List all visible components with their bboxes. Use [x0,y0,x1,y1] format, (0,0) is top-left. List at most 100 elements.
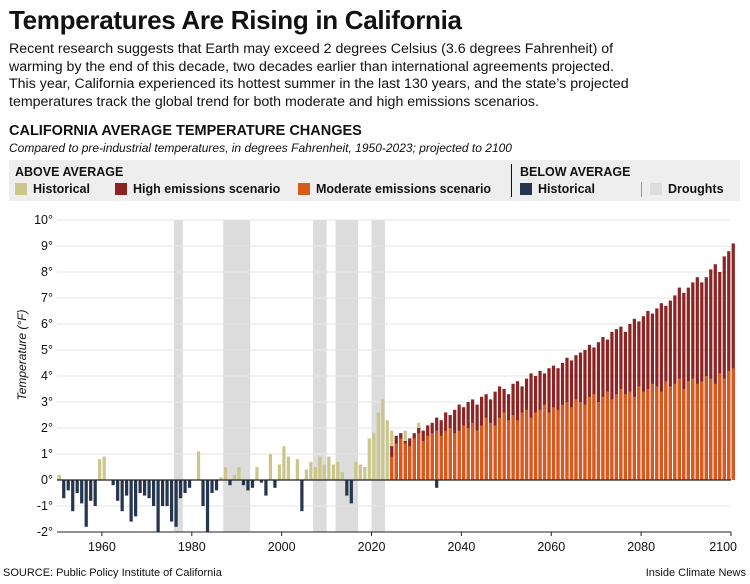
bar-historical-1994 [255,467,259,480]
bar-historical-2008 [318,456,322,480]
bar-moderate-2092 [695,383,699,480]
bar-high-2099 [727,251,731,480]
legend-divider-droughts [641,182,642,197]
bar-moderate-2033 [430,433,434,480]
bar-moderate-2031 [421,441,425,480]
bar-moderate-2086 [668,386,672,480]
legend-label-moderate-emissions: Moderate emissions scenario [316,182,492,196]
bar-high-2089 [682,292,686,480]
bar-historical-1954 [75,480,79,493]
bar-historical-1960 [102,456,106,480]
legend-item-historical-below: Historical [520,182,595,196]
bar-historical-1967 [134,480,138,517]
bar-historical-1957 [89,480,93,501]
bar-moderate-2026 [399,438,403,480]
bar-historical-2013 [340,472,344,480]
bar-historical-1981 [196,451,201,480]
bar-historical-2019 [367,438,371,480]
bar-moderate-2046 [488,422,493,480]
bar-historical-1965 [125,480,129,496]
bar-moderate-2042 [471,422,475,480]
bar-historical-1958 [93,480,97,506]
bar-historical-1987 [223,467,228,480]
bar-historical-1997 [268,454,273,480]
bar-historical-1979 [187,480,192,488]
bar-moderate-2098 [722,378,726,480]
legend-label-historical-above: Historical [33,182,90,196]
bar-moderate-2043 [475,430,479,480]
bar-historical-2011 [331,464,335,480]
bar-historical-1985 [214,480,219,491]
bar-moderate-2047 [493,425,497,480]
bar-moderate-2029 [412,438,416,480]
bar-historical-2009 [322,464,326,480]
bar-moderate-2032 [426,435,430,480]
bar-historical-1963 [116,480,120,501]
bar-moderate-2099 [727,370,731,480]
bar-historical-1962 [111,480,115,486]
bar-historical-2023 [385,420,389,480]
bar-moderate-2094 [704,376,708,480]
bar-moderate-2083 [655,386,659,480]
y-tick-label-3: 3° [41,395,53,409]
bar-moderate-2036 [444,430,448,480]
bar-high-2096 [713,264,717,480]
bar-moderate-2062 [560,404,565,480]
x-tick-label-1960: 1960 [88,540,116,554]
bar-historical-1966 [129,480,133,522]
legend-swatch-moderate-emissions [298,183,310,195]
bar-moderate-2072 [605,391,610,480]
legend-swatch-historical-below [520,183,532,195]
legend-item-droughts: Droughts [650,182,724,196]
bar-historical-1992 [246,480,250,491]
bar-moderate-2024 [390,456,394,480]
y-tick-label--1: -1° [37,499,53,513]
bar-historical-1993 [250,480,255,488]
bar-moderate-2048 [497,417,502,480]
axes: 10° 9° 8° 7° 6° 5° 4° 3° 2° 1° 0° -1° -2° 1960 1980 200… [34,213,737,554]
y-tick-label-9: 9° [41,239,53,253]
bar-moderate-2064 [569,407,574,480]
legend-divider [511,164,512,197]
bar-historical-1976 [174,480,178,527]
y-tick-label--2: -2° [37,525,53,539]
bar-historical-2017 [358,464,362,480]
bar-historical-1959 [98,459,102,480]
bar-historical-1968 [138,480,142,493]
bar-moderate-2030 [417,433,421,480]
bar-moderate-2054 [524,409,529,480]
bar-moderate-2057 [538,409,542,480]
chart-legend: ABOVE AVERAGE BELOW AVERAGE Historical H… [9,160,740,201]
bar-moderate-2059 [547,412,551,480]
bar-historical-2000 [282,446,286,480]
bar-historical-1956 [84,480,88,527]
x-tick-label-2000: 2000 [268,540,296,554]
y-tick-label-2: 2° [41,421,53,435]
y-tick-label-1: 1° [41,447,53,461]
bar-moderate-2049 [502,412,506,480]
bar-high-2100 [731,243,735,480]
bar-moderate-2066 [578,402,583,480]
bar-historical-1950 [57,474,61,480]
bars [57,243,735,532]
y-tick-label-6: 6° [41,317,53,331]
x-tick-label-2040: 2040 [447,540,475,554]
bar-moderate-2096 [713,383,717,480]
intro-paragraph: Recent research suggests that Earth may … [9,41,629,110]
bar-moderate-2039 [457,430,461,480]
bar-moderate-2052 [515,420,520,480]
bar-moderate-2084 [659,391,663,480]
y-tick-label-8: 8° [41,265,53,279]
bar-moderate-2060 [551,407,556,480]
bar-moderate-2025 [394,443,398,480]
bar-moderate-2044 [480,425,484,480]
bar-historical-2010 [327,456,331,480]
bar-historical-1951 [62,480,66,499]
y-tick-label-7: 7° [41,291,53,305]
bar-historical-2005 [304,469,308,480]
legend-label-historical-below: Historical [538,182,595,196]
bar-moderate-2085 [664,381,668,480]
bar-moderate-2089 [682,389,686,480]
bar-moderate-2053 [520,412,524,480]
bar-moderate-2063 [565,402,569,480]
